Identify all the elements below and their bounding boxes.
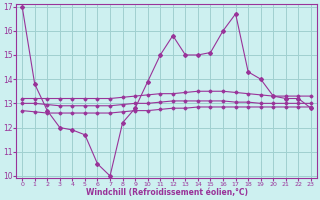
X-axis label: Windchill (Refroidissement éolien,°C): Windchill (Refroidissement éolien,°C) (85, 188, 248, 197)
